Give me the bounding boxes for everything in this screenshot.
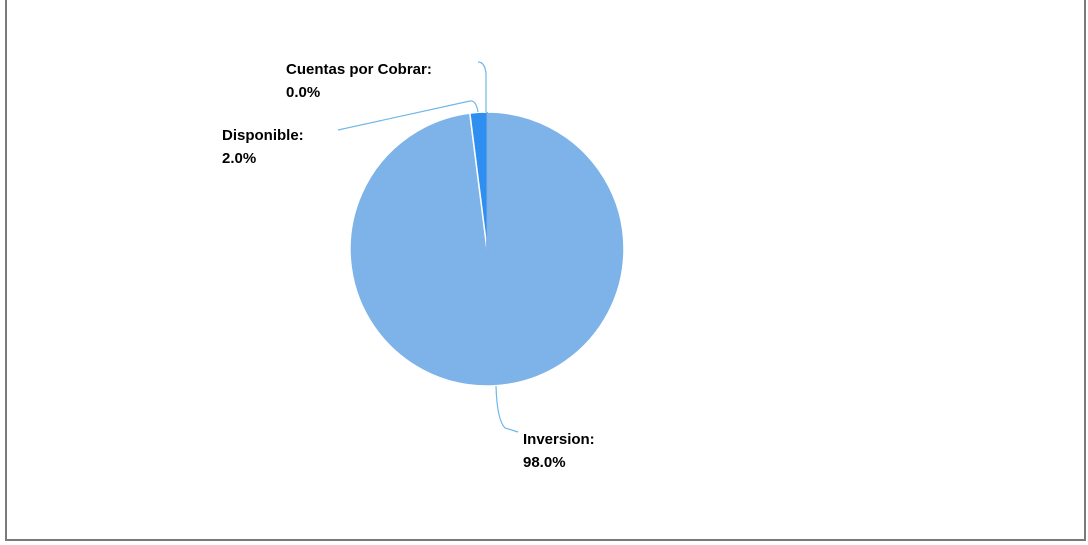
label-disponible-percent: 2.0% <box>222 150 256 167</box>
leader-inversion <box>495 385 519 433</box>
label-cuentas-por-cobrar: Cuentas por Cobrar: 0.0% <box>286 61 436 101</box>
label-disponible: Disponible: 2.0% <box>222 127 308 167</box>
label-inversion-name: Inversion: <box>523 431 595 448</box>
pie-slices <box>349 111 625 387</box>
leader-lines <box>337 61 519 433</box>
label-cuentas-por-cobrar-name: Cuentas por Cobrar: <box>286 61 432 78</box>
leader-cuentas-por-cobrar <box>477 61 487 112</box>
label-inversion: Inversion: 98.0% <box>523 431 599 471</box>
label-cuentas-por-cobrar-percent: 0.0% <box>286 84 320 101</box>
label-disponible-name: Disponible: <box>222 127 304 144</box>
label-inversion-percent: 98.0% <box>523 454 566 471</box>
leader-disponible <box>337 100 479 131</box>
